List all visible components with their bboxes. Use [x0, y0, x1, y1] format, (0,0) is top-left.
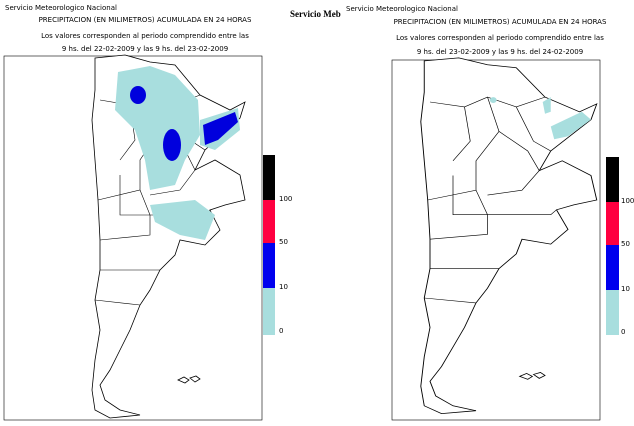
map-frame	[391, 59, 601, 421]
rain-area	[150, 200, 215, 240]
map-title: PRECIPITACION (EN MILIMETROS) ACUMULADA …	[39, 16, 252, 24]
period: 9 hs. del 22-02-2009 y las 9 hs. del 23-…	[62, 45, 228, 53]
legend-swatch	[606, 157, 619, 202]
legend-swatch	[263, 200, 275, 243]
panel-1: Servicio Meteorologico Nacional PRECIPIT…	[3, 4, 292, 421]
period: 9 hs. del 23-02-2009 y las 9 hs. del 24-…	[417, 48, 583, 56]
legend-label: 100	[621, 197, 634, 205]
legend-label: 0	[621, 328, 625, 336]
map	[420, 57, 598, 415]
rain-area	[163, 129, 181, 161]
rain-area	[203, 112, 238, 145]
legend-label: 10	[621, 285, 630, 293]
subtitle: Los valores corresponden al periodo comp…	[41, 32, 249, 40]
legend-label: 10	[279, 283, 288, 291]
agency: Servicio Meteorologico Nacional	[346, 5, 458, 13]
map-frame	[3, 55, 263, 421]
map-title: PRECIPITACION (EN MILIMETROS) ACUMULADA …	[394, 18, 607, 26]
panel-2: Servicio Meb Servicio Meteorologico Naci…	[290, 5, 634, 421]
legend-swatch	[263, 155, 275, 200]
rain-area	[130, 86, 146, 104]
legend-label: 100	[279, 195, 292, 203]
legend-swatch	[606, 202, 619, 245]
legend-swatch	[263, 243, 275, 288]
overlay-text: Servicio Meb	[290, 9, 341, 19]
subtitle: Los valores corresponden al periodo comp…	[396, 34, 604, 42]
legend-swatch	[263, 288, 275, 335]
legend-swatch	[606, 245, 619, 290]
legend-label: 0	[279, 327, 283, 335]
legend-label: 50	[621, 240, 630, 248]
legend-swatch	[606, 290, 619, 335]
agency: Servicio Meteorologico Nacional	[5, 4, 117, 12]
legend-label: 50	[279, 238, 288, 246]
